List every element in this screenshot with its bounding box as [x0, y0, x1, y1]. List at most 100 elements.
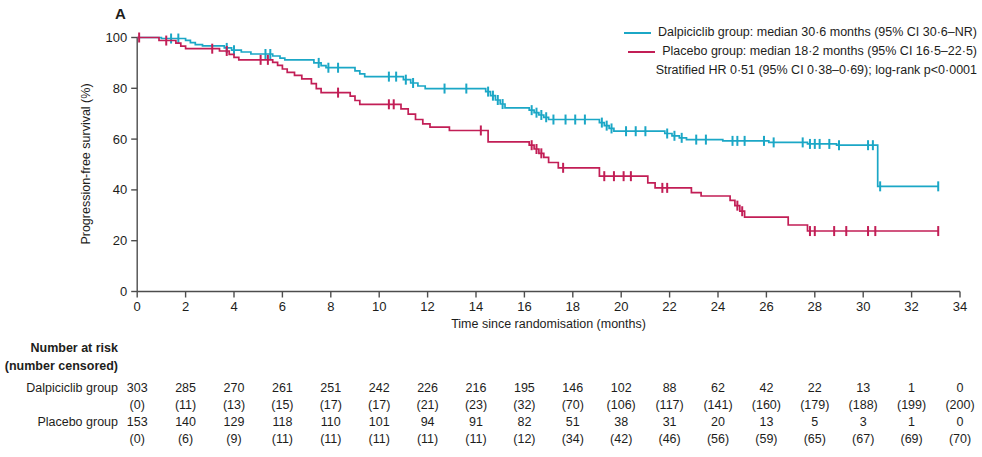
risk-count-cell: 261 — [258, 382, 306, 395]
x-axis-title: Time since randomisation (months) — [137, 317, 960, 331]
risk-count-cell: 226 — [404, 382, 452, 395]
placebo-line-swatch — [628, 51, 655, 53]
y-tick-label: 0 — [120, 284, 127, 299]
x-tick-label: 32 — [904, 299, 918, 314]
x-tick-label: 16 — [517, 299, 531, 314]
risk-censored-cell: (106) — [597, 399, 645, 412]
x-tick-label: 0 — [134, 299, 141, 314]
x-tick-label: 8 — [327, 299, 334, 314]
y-tick-label: 20 — [113, 233, 127, 248]
risk-censored-cell: (199) — [888, 399, 936, 412]
risk-count-cell: 22 — [791, 382, 839, 395]
risk-count-cell: 62 — [694, 382, 742, 395]
risk-table-subheader: (number censored) — [0, 360, 118, 373]
risk-censored-cell: (11) — [404, 433, 452, 446]
risk-count-cell: 153 — [113, 416, 161, 429]
risk-count-cell: 38 — [597, 416, 645, 429]
legend: Dalpiciclib group: median 30·6 months (9… — [624, 23, 977, 80]
y-tick-label: 60 — [113, 132, 127, 147]
risk-censored-cell: (141) — [694, 399, 742, 412]
risk-count-cell: 0 — [936, 416, 982, 429]
risk-count-cell: 251 — [307, 382, 355, 395]
x-tick-label: 2 — [182, 299, 189, 314]
risk-censored-cell: (0) — [113, 399, 161, 412]
risk-censored-cell: (69) — [888, 433, 936, 446]
risk-count-cell: 270 — [210, 382, 258, 395]
x-tick-label: 18 — [566, 299, 580, 314]
risk-count-cell: 102 — [597, 382, 645, 395]
y-tick-label: 80 — [113, 81, 127, 96]
legend-label-placebo: Placebo group: median 18·2 months (95% C… — [662, 42, 977, 61]
risk-censored-cell: (9) — [210, 433, 258, 446]
risk-censored-cell: (179) — [791, 399, 839, 412]
risk-table-header: Number at risk — [0, 342, 118, 355]
x-tick-label: 14 — [469, 299, 483, 314]
risk-censored-cell: (11) — [452, 433, 500, 446]
x-tick-label: 4 — [230, 299, 237, 314]
risk-count-cell: 195 — [500, 382, 548, 395]
risk-censored-cell: (23) — [452, 399, 500, 412]
risk-count-cell: 118 — [258, 416, 306, 429]
x-tick-label: 26 — [759, 299, 773, 314]
risk-censored-cell: (11) — [258, 433, 306, 446]
risk-count-cell: 0 — [936, 382, 982, 395]
risk-count-cell: 51 — [549, 416, 597, 429]
risk-censored-cell: (160) — [742, 399, 790, 412]
risk-censored-cell: (65) — [791, 433, 839, 446]
x-tick-label: 34 — [953, 299, 967, 314]
risk-count-cell: 140 — [162, 416, 210, 429]
x-tick-label: 20 — [614, 299, 628, 314]
risk-censored-cell: (17) — [307, 399, 355, 412]
risk-count-cell: 242 — [355, 382, 403, 395]
risk-censored-cell: (70) — [549, 399, 597, 412]
risk-count-cell: 1 — [888, 416, 936, 429]
risk-censored-cell: (188) — [839, 399, 887, 412]
risk-count-cell: 129 — [210, 416, 258, 429]
x-tick-label: 30 — [856, 299, 870, 314]
legend-note-hr: Stratified HR 0·51 (95% CI 0·38–0·69); l… — [624, 61, 977, 80]
dalpiciclib-line-swatch — [624, 32, 651, 34]
risk-censored-cell: (11) — [355, 433, 403, 446]
risk-count-cell: 303 — [113, 382, 161, 395]
risk-censored-cell: (6) — [162, 433, 210, 446]
risk-count-cell: 31 — [646, 416, 694, 429]
x-tick-label: 24 — [711, 299, 725, 314]
y-axis-title: Progression-free survival (%) — [79, 14, 93, 314]
x-tick-label: 28 — [808, 299, 822, 314]
risk-censored-cell: (46) — [646, 433, 694, 446]
x-tick-label: 22 — [662, 299, 676, 314]
risk-count-cell: 285 — [162, 382, 210, 395]
risk-censored-cell: (59) — [742, 433, 790, 446]
legend-entry-dalpiciclib: Dalpiciclib group: median 30·6 months (9… — [624, 23, 977, 42]
legend-entry-placebo: Placebo group: median 18·2 months (95% C… — [624, 42, 977, 61]
risk-censored-cell: (70) — [936, 433, 982, 446]
risk-censored-cell: (32) — [500, 399, 548, 412]
risk-count-cell: 1 — [888, 382, 936, 395]
km-figure: A 02040608010002468101214161820222426283… — [0, 0, 982, 457]
risk-censored-cell: (200) — [936, 399, 982, 412]
legend-label-dalpiciclib: Dalpiciclib group: median 30·6 months (9… — [658, 23, 977, 42]
x-tick-label: 6 — [279, 299, 286, 314]
risk-count-cell: 3 — [839, 416, 887, 429]
risk-censored-cell: (11) — [162, 399, 210, 412]
risk-censored-cell: (15) — [258, 399, 306, 412]
x-tick-label: 12 — [420, 299, 434, 314]
risk-censored-cell: (11) — [307, 433, 355, 446]
y-tick-label: 40 — [113, 182, 127, 197]
risk-row-label-dalpiciclib: Dalpiciclib group — [0, 382, 118, 395]
risk-censored-cell: (17) — [355, 399, 403, 412]
risk-count-cell: 5 — [791, 416, 839, 429]
risk-count-cell: 94 — [404, 416, 452, 429]
risk-censored-cell: (0) — [113, 433, 161, 446]
risk-count-cell: 42 — [742, 382, 790, 395]
risk-censored-cell: (42) — [597, 433, 645, 446]
risk-count-cell: 82 — [500, 416, 548, 429]
y-tick-label: 100 — [105, 30, 127, 45]
x-tick-label: 10 — [372, 299, 386, 314]
risk-censored-cell: (56) — [694, 433, 742, 446]
risk-row-label-placebo: Placebo group — [0, 416, 118, 429]
risk-count-cell: 146 — [549, 382, 597, 395]
risk-censored-cell: (13) — [210, 399, 258, 412]
risk-censored-cell: (117) — [646, 399, 694, 412]
risk-count-cell: 101 — [355, 416, 403, 429]
